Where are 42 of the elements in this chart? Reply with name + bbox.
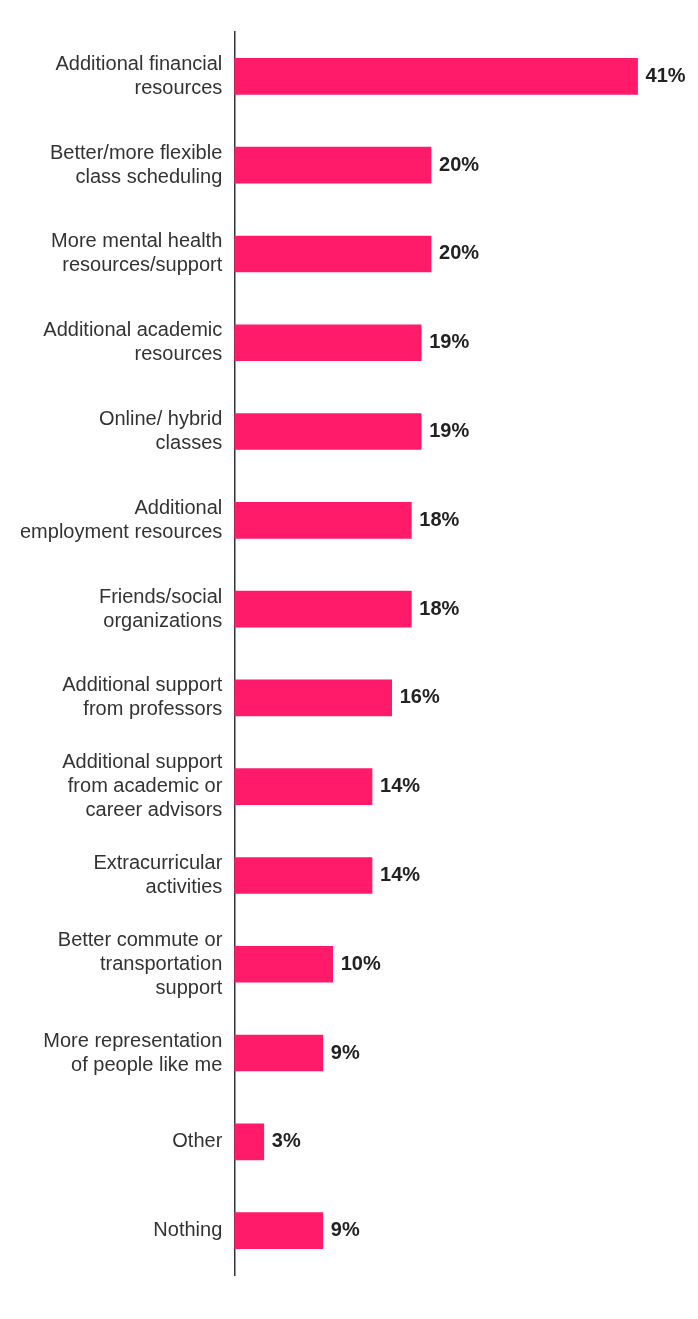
data-label: 20% bbox=[439, 152, 480, 175]
y-tick-label: Better/more flexible class scheduling bbox=[50, 140, 223, 187]
data-label: 41% bbox=[645, 63, 686, 86]
data-label: 14% bbox=[380, 862, 421, 885]
bar bbox=[234, 945, 333, 983]
data-label: 19% bbox=[429, 419, 470, 442]
bar bbox=[234, 1212, 324, 1249]
bar bbox=[234, 857, 373, 894]
y-tick-label: Additional support from professors bbox=[62, 673, 223, 720]
bar bbox=[234, 235, 432, 273]
data-label: 18% bbox=[419, 507, 460, 530]
y-tick-label: Additional academic resources bbox=[43, 318, 223, 365]
bar bbox=[234, 679, 393, 717]
bar bbox=[234, 58, 638, 95]
bar bbox=[234, 501, 412, 539]
data-label: 3% bbox=[271, 1129, 301, 1152]
y-tick-label: Better commute or transportation support bbox=[57, 927, 223, 998]
y-tick-label: Additional employment resources bbox=[19, 495, 223, 542]
y-tick-label: Additional support from academic or career advisors bbox=[62, 750, 223, 821]
data-label: 20% bbox=[439, 241, 480, 264]
bar bbox=[234, 413, 422, 450]
data-label: 9% bbox=[330, 1040, 360, 1063]
y-tick-label: Friends/social organizations bbox=[98, 584, 223, 631]
y-tick-label: Additional financial resources bbox=[55, 51, 223, 98]
y-tick-label: More representation of people like me bbox=[43, 1028, 223, 1075]
bar bbox=[234, 768, 373, 806]
data-label: 19% bbox=[429, 330, 470, 353]
bar bbox=[234, 1034, 324, 1072]
bar bbox=[234, 1123, 265, 1161]
bar bbox=[234, 590, 412, 628]
data-label: 16% bbox=[399, 685, 440, 708]
y-tick-label: Extracurricular activities bbox=[93, 850, 223, 897]
data-label: 10% bbox=[340, 951, 381, 974]
y-tick-label: More mental health resources/support bbox=[51, 229, 223, 276]
y-tick-label: Other bbox=[172, 1129, 223, 1152]
y-tick-label: Nothing bbox=[153, 1218, 223, 1241]
y-tick-label: Online/ hybrid classes bbox=[98, 407, 223, 454]
bar bbox=[234, 146, 432, 184]
data-label: 14% bbox=[380, 774, 421, 797]
bar bbox=[234, 324, 422, 362]
data-label: 18% bbox=[419, 596, 460, 619]
data-label: 9% bbox=[330, 1218, 360, 1241]
